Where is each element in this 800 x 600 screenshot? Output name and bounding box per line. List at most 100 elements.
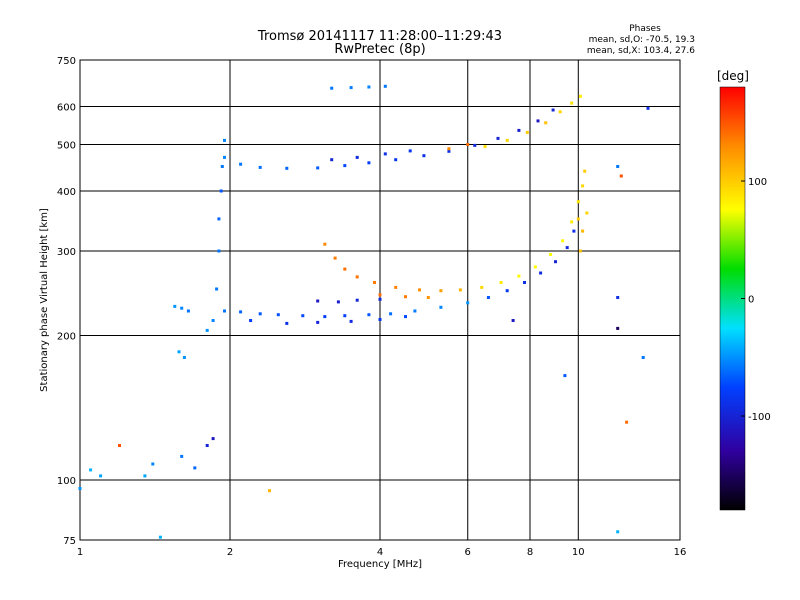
data-point	[301, 314, 305, 318]
data-point	[422, 154, 426, 158]
data-point	[223, 155, 226, 159]
data-point	[394, 285, 398, 289]
data-point	[458, 288, 462, 292]
data-point	[565, 246, 569, 250]
data-point	[249, 319, 253, 322]
data-point	[285, 166, 289, 170]
data-point	[578, 249, 582, 253]
data-point	[316, 299, 320, 303]
x-tick-label: 1	[77, 547, 83, 558]
data-point	[343, 164, 347, 168]
data-point	[466, 143, 470, 146]
data-point	[439, 305, 443, 309]
data-point	[496, 136, 500, 140]
data-point	[483, 145, 487, 149]
colorbar	[719, 86, 746, 511]
data-point	[625, 420, 629, 424]
data-point	[330, 158, 334, 162]
data-point	[585, 211, 589, 215]
data-point	[517, 274, 521, 278]
data-point	[426, 296, 430, 299]
x-tick-label: 16	[674, 547, 687, 558]
data-point	[211, 319, 215, 322]
colorbar-tick-label: 0	[748, 295, 754, 306]
y-tick-label: 200	[57, 332, 76, 343]
data-point	[367, 85, 371, 89]
data-point	[473, 143, 477, 147]
data-point	[268, 489, 271, 493]
data-point	[581, 184, 585, 188]
data-point	[404, 295, 407, 299]
data-point	[173, 304, 177, 308]
data-point	[439, 289, 443, 293]
data-point	[180, 306, 184, 310]
data-point	[616, 165, 620, 168]
x-tick-labels: 1 2 4 6 8 10 16	[77, 547, 687, 558]
data-point	[383, 84, 387, 88]
data-point	[180, 454, 184, 458]
y-tick-label: 500	[57, 141, 76, 152]
data-point	[223, 138, 226, 142]
data-point	[349, 319, 353, 323]
data-point	[378, 293, 382, 297]
data-point	[408, 149, 412, 153]
data-point	[336, 300, 340, 304]
data-point	[576, 200, 580, 204]
data-point	[367, 313, 371, 317]
data-point	[551, 108, 555, 112]
data-point	[394, 158, 398, 162]
y-tick-label: 100	[57, 476, 76, 487]
data-point	[533, 265, 537, 269]
data-point	[578, 94, 582, 98]
data-point	[285, 321, 289, 325]
data-point	[576, 217, 580, 221]
data-point	[343, 267, 347, 271]
data-point	[505, 289, 509, 293]
data-point	[367, 161, 371, 165]
x-tick-label: 10	[572, 547, 585, 558]
data-point	[523, 281, 526, 284]
data-point	[572, 229, 576, 233]
data-point	[383, 152, 387, 156]
y-tick-labels: 75 100 200 300 400 500 600 750	[57, 56, 76, 547]
data-point	[323, 242, 327, 246]
data-point	[217, 249, 221, 253]
data-point	[223, 309, 226, 313]
data-point	[316, 166, 320, 170]
data-point	[205, 328, 209, 332]
data-point	[570, 101, 574, 105]
data-point	[646, 106, 650, 110]
data-point	[215, 287, 219, 291]
data-points	[78, 84, 650, 539]
data-point	[239, 162, 243, 166]
data-point	[118, 444, 121, 447]
colorbar-ticks: 100 0 -100	[741, 177, 771, 423]
data-point	[505, 138, 509, 142]
data-point	[581, 229, 585, 233]
chart-title: Tromsø 20141117 11:28:00–11:29:43	[257, 29, 502, 44]
data-point	[151, 462, 155, 466]
data-point	[258, 312, 262, 316]
data-point	[217, 217, 221, 221]
data-point	[539, 271, 543, 275]
data-point	[143, 474, 147, 478]
data-point	[558, 110, 562, 114]
data-point	[544, 121, 548, 125]
data-point	[616, 296, 620, 299]
colorbar-tick-label: -100	[748, 412, 771, 423]
y-tick-label: 750	[57, 56, 76, 67]
data-point	[276, 313, 280, 317]
data-point	[316, 320, 320, 324]
data-point	[186, 309, 190, 313]
data-point	[355, 275, 359, 279]
data-point	[641, 356, 645, 359]
data-point	[239, 310, 243, 314]
data-point	[619, 174, 623, 178]
data-point	[220, 165, 224, 168]
data-point	[373, 281, 376, 284]
data-point	[158, 535, 162, 539]
stats-extraordinary: mean, sd,X: 103.4, 27.6	[587, 46, 695, 56]
data-point	[182, 356, 186, 359]
chart-subtitle: RwPretec (8p)	[334, 42, 425, 57]
